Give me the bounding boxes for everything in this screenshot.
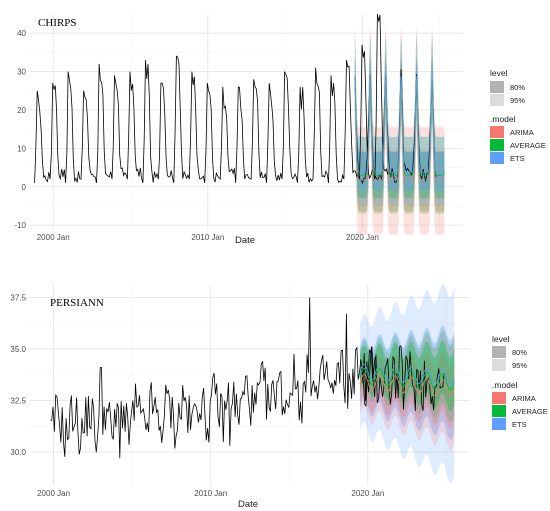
persiann-arima-mean-line bbox=[359, 373, 455, 397]
persiann-arima-95-band bbox=[360, 331, 455, 451]
chirps-observed-test-line bbox=[354, 69, 437, 185]
chirps-legend-average-label: AVERAGE bbox=[510, 141, 546, 150]
persiann-average-mean-line bbox=[359, 367, 455, 391]
chirps-x-axis-label: Date bbox=[235, 235, 255, 246]
persiann-legend: level 80% 95% .model ARIMA AVERAGE ETS bbox=[492, 334, 548, 430]
persiann-y-tick-label: 30.0 bbox=[10, 448, 26, 457]
persiann-x-tick-label: 2020 Jan bbox=[351, 489, 384, 498]
persiann-y-tick-label: 32.5 bbox=[10, 396, 26, 405]
persiann-observed-line bbox=[50, 297, 376, 459]
chirps-x-tick-label: 2010 Jan bbox=[191, 233, 224, 242]
persiann-legend-80-label: 80% bbox=[512, 348, 527, 357]
persiann-legend-arima-swatch bbox=[492, 392, 506, 404]
chirps-y-tick-label: 40 bbox=[17, 29, 26, 38]
persiann-observed-test-line bbox=[361, 345, 445, 412]
persiann-ets-80-band bbox=[360, 325, 455, 440]
persiann-legend-ets-label: ETS bbox=[512, 420, 527, 429]
chirps-observed-line bbox=[34, 13, 390, 184]
chirps-y-tick-label: 0 bbox=[22, 183, 27, 192]
chirps-legend-arima-label: ARIMA bbox=[510, 128, 534, 137]
chirps-legend-80-swatch bbox=[490, 81, 504, 93]
persiann-legend-95-swatch bbox=[492, 359, 506, 371]
persiann-panel: 30.0 32.5 35.0 37.5 2000 Jan 2010 Jan 2020 Ja… bbox=[10, 284, 548, 510]
chirps-legend-average-swatch bbox=[490, 139, 504, 151]
chirps-title: CHIRPS bbox=[38, 17, 77, 29]
chirps-y-tick-label: 30 bbox=[17, 68, 26, 77]
chirps-legend-ets-label: ETS bbox=[510, 154, 525, 163]
persiann-ets-95-band bbox=[360, 284, 455, 483]
chirps-legend-80-label: 80% bbox=[510, 83, 525, 92]
persiann-legend-arima-label: ARIMA bbox=[512, 394, 536, 403]
chirps-legend: level 80% 95% .model ARIMA AVERAGE ETS bbox=[490, 68, 546, 164]
chirps-legend-level-title: level bbox=[490, 68, 508, 78]
chirps-x-tick-label: 2000 Jan bbox=[37, 233, 70, 242]
chirps-ets-mean-line bbox=[354, 76, 445, 173]
chirps-legend-ets-swatch bbox=[490, 152, 504, 164]
chirps-legend-95-label: 95% bbox=[510, 96, 525, 105]
persiann-legend-average-label: AVERAGE bbox=[512, 407, 548, 416]
chirps-legend-model-title: .model bbox=[490, 114, 516, 124]
persiann-x-axis-label: Date bbox=[238, 499, 258, 510]
persiann-legend-95-label: 95% bbox=[512, 361, 527, 370]
persiann-y-tick-label: 35.0 bbox=[10, 345, 26, 354]
chirps-panel: -10 0 10 20 30 40 2000 Jan 2010 Jan 2020 Jan CH… bbox=[14, 13, 546, 246]
persiann-legend-ets-swatch bbox=[492, 418, 506, 430]
persiann-title: PERSIANN bbox=[50, 297, 104, 309]
chirps-y-tick-label: 10 bbox=[17, 144, 26, 153]
persiann-ets-mean-line bbox=[359, 363, 455, 387]
persiann-x-tick-label: 2000 Jan bbox=[37, 489, 70, 498]
chirps-x-tick-label: 2020 Jan bbox=[346, 233, 379, 242]
chirps-legend-95-swatch bbox=[490, 94, 504, 106]
chirps-y-tick-label: -10 bbox=[14, 221, 26, 230]
chirps-legend-arima-swatch bbox=[490, 126, 504, 138]
persiann-legend-model-title: .model bbox=[492, 380, 518, 390]
persiann-legend-80-swatch bbox=[492, 346, 506, 358]
chirps-y-tick-label: 20 bbox=[17, 106, 26, 115]
persiann-x-tick-label: 2010 Jan bbox=[194, 489, 227, 498]
persiann-legend-level-title: level bbox=[492, 334, 510, 344]
persiann-y-tick-label: 37.5 bbox=[10, 293, 26, 302]
persiann-legend-average-swatch bbox=[492, 405, 506, 417]
